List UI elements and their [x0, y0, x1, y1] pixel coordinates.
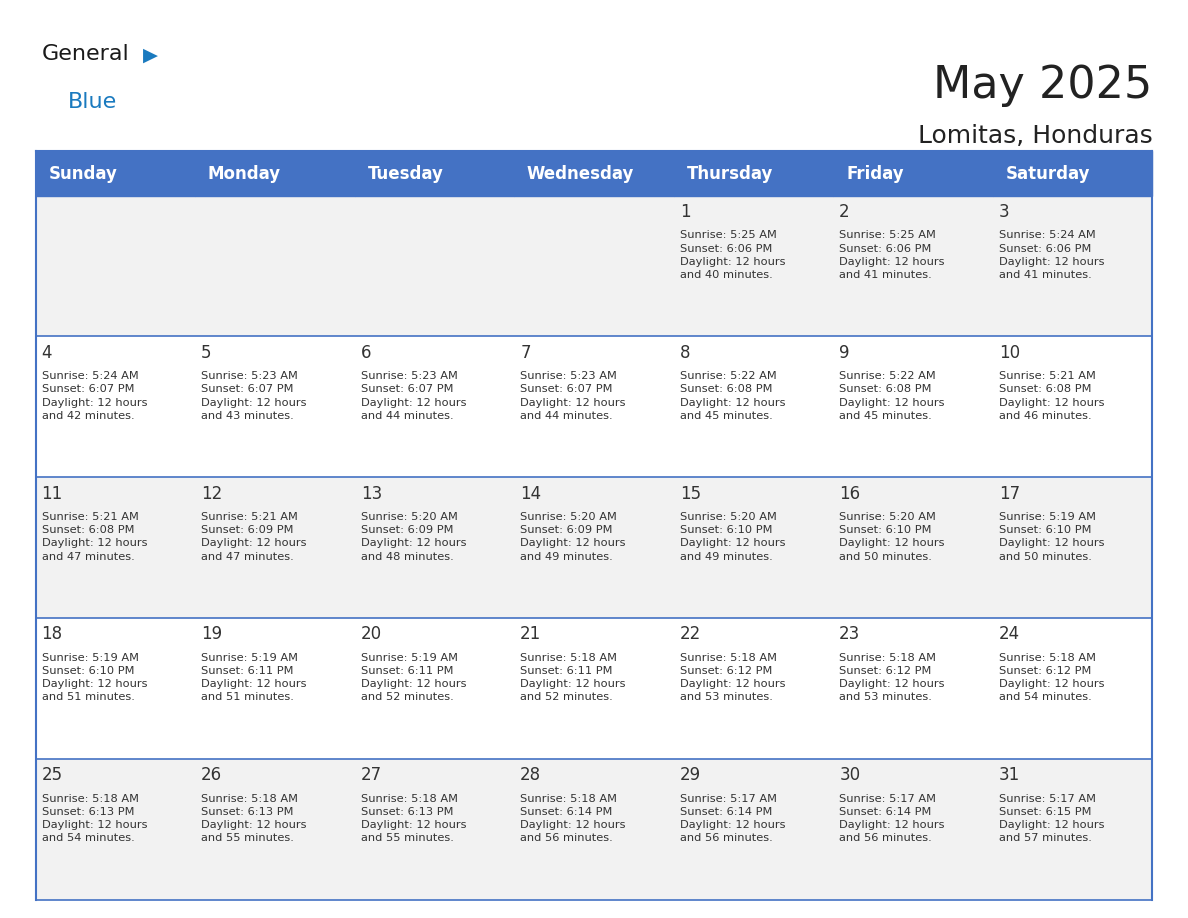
Text: 12: 12 [201, 485, 222, 502]
Text: Thursday: Thursday [687, 164, 773, 183]
FancyBboxPatch shape [36, 151, 195, 196]
FancyBboxPatch shape [993, 151, 1152, 196]
Text: 21: 21 [520, 625, 542, 644]
Text: Sunrise: 5:21 AM
Sunset: 6:08 PM
Daylight: 12 hours
and 46 minutes.: Sunrise: 5:21 AM Sunset: 6:08 PM Dayligh… [999, 371, 1105, 420]
Text: Sunrise: 5:23 AM
Sunset: 6:07 PM
Daylight: 12 hours
and 44 minutes.: Sunrise: 5:23 AM Sunset: 6:07 PM Dayligh… [520, 371, 626, 420]
Text: Blue: Blue [68, 92, 116, 112]
Text: 23: 23 [839, 625, 860, 644]
Text: Sunrise: 5:25 AM
Sunset: 6:06 PM
Daylight: 12 hours
and 41 minutes.: Sunrise: 5:25 AM Sunset: 6:06 PM Dayligh… [839, 230, 944, 280]
Text: Sunrise: 5:24 AM
Sunset: 6:06 PM
Daylight: 12 hours
and 41 minutes.: Sunrise: 5:24 AM Sunset: 6:06 PM Dayligh… [999, 230, 1105, 280]
Text: Sunrise: 5:19 AM
Sunset: 6:11 PM
Daylight: 12 hours
and 51 minutes.: Sunrise: 5:19 AM Sunset: 6:11 PM Dayligh… [201, 653, 307, 702]
Text: 29: 29 [680, 767, 701, 784]
Text: 19: 19 [201, 625, 222, 644]
Text: Sunday: Sunday [49, 164, 118, 183]
FancyBboxPatch shape [355, 151, 514, 196]
Text: Sunrise: 5:18 AM
Sunset: 6:12 PM
Daylight: 12 hours
and 53 minutes.: Sunrise: 5:18 AM Sunset: 6:12 PM Dayligh… [680, 653, 785, 702]
FancyBboxPatch shape [833, 151, 993, 196]
Text: Sunrise: 5:23 AM
Sunset: 6:07 PM
Daylight: 12 hours
and 43 minutes.: Sunrise: 5:23 AM Sunset: 6:07 PM Dayligh… [201, 371, 307, 420]
Text: Sunrise: 5:21 AM
Sunset: 6:08 PM
Daylight: 12 hours
and 47 minutes.: Sunrise: 5:21 AM Sunset: 6:08 PM Dayligh… [42, 512, 147, 562]
Text: 24: 24 [999, 625, 1019, 644]
Text: 13: 13 [361, 485, 381, 502]
Text: Sunrise: 5:18 AM
Sunset: 6:11 PM
Daylight: 12 hours
and 52 minutes.: Sunrise: 5:18 AM Sunset: 6:11 PM Dayligh… [520, 653, 626, 702]
Text: 11: 11 [42, 485, 63, 502]
FancyBboxPatch shape [36, 618, 1152, 759]
FancyBboxPatch shape [36, 477, 1152, 618]
Text: Sunrise: 5:21 AM
Sunset: 6:09 PM
Daylight: 12 hours
and 47 minutes.: Sunrise: 5:21 AM Sunset: 6:09 PM Dayligh… [201, 512, 307, 562]
Text: Sunrise: 5:22 AM
Sunset: 6:08 PM
Daylight: 12 hours
and 45 minutes.: Sunrise: 5:22 AM Sunset: 6:08 PM Dayligh… [839, 371, 944, 420]
Text: 17: 17 [999, 485, 1019, 502]
Text: Friday: Friday [846, 164, 904, 183]
FancyBboxPatch shape [36, 196, 1152, 336]
Text: 27: 27 [361, 767, 381, 784]
Text: Lomitas, Honduras: Lomitas, Honduras [917, 124, 1152, 148]
Text: 25: 25 [42, 767, 63, 784]
FancyBboxPatch shape [36, 336, 1152, 477]
Text: Sunrise: 5:24 AM
Sunset: 6:07 PM
Daylight: 12 hours
and 42 minutes.: Sunrise: 5:24 AM Sunset: 6:07 PM Dayligh… [42, 371, 147, 420]
FancyBboxPatch shape [514, 151, 674, 196]
Text: 1: 1 [680, 203, 690, 221]
Text: 30: 30 [839, 767, 860, 784]
Text: Sunrise: 5:19 AM
Sunset: 6:11 PM
Daylight: 12 hours
and 52 minutes.: Sunrise: 5:19 AM Sunset: 6:11 PM Dayligh… [361, 653, 466, 702]
Text: Sunrise: 5:20 AM
Sunset: 6:10 PM
Daylight: 12 hours
and 49 minutes.: Sunrise: 5:20 AM Sunset: 6:10 PM Dayligh… [680, 512, 785, 562]
Text: 2: 2 [839, 203, 849, 221]
Text: 4: 4 [42, 343, 52, 362]
Text: Sunrise: 5:19 AM
Sunset: 6:10 PM
Daylight: 12 hours
and 50 minutes.: Sunrise: 5:19 AM Sunset: 6:10 PM Dayligh… [999, 512, 1105, 562]
Text: May 2025: May 2025 [933, 64, 1152, 107]
Text: Sunrise: 5:20 AM
Sunset: 6:09 PM
Daylight: 12 hours
and 48 minutes.: Sunrise: 5:20 AM Sunset: 6:09 PM Dayligh… [361, 512, 466, 562]
Text: 31: 31 [999, 767, 1020, 784]
Text: Wednesday: Wednesday [527, 164, 634, 183]
FancyBboxPatch shape [674, 151, 833, 196]
FancyBboxPatch shape [195, 151, 355, 196]
Text: Sunrise: 5:25 AM
Sunset: 6:06 PM
Daylight: 12 hours
and 40 minutes.: Sunrise: 5:25 AM Sunset: 6:06 PM Dayligh… [680, 230, 785, 280]
Text: 3: 3 [999, 203, 1010, 221]
Text: 8: 8 [680, 343, 690, 362]
Text: 26: 26 [201, 767, 222, 784]
Text: Sunrise: 5:22 AM
Sunset: 6:08 PM
Daylight: 12 hours
and 45 minutes.: Sunrise: 5:22 AM Sunset: 6:08 PM Dayligh… [680, 371, 785, 420]
Text: General: General [42, 44, 129, 64]
Text: Sunrise: 5:18 AM
Sunset: 6:14 PM
Daylight: 12 hours
and 56 minutes.: Sunrise: 5:18 AM Sunset: 6:14 PM Dayligh… [520, 794, 626, 844]
Text: 16: 16 [839, 485, 860, 502]
Text: Sunrise: 5:18 AM
Sunset: 6:13 PM
Daylight: 12 hours
and 55 minutes.: Sunrise: 5:18 AM Sunset: 6:13 PM Dayligh… [201, 794, 307, 844]
Text: Sunrise: 5:17 AM
Sunset: 6:14 PM
Daylight: 12 hours
and 56 minutes.: Sunrise: 5:17 AM Sunset: 6:14 PM Dayligh… [680, 794, 785, 844]
Text: Saturday: Saturday [1005, 164, 1091, 183]
Text: Sunrise: 5:18 AM
Sunset: 6:13 PM
Daylight: 12 hours
and 55 minutes.: Sunrise: 5:18 AM Sunset: 6:13 PM Dayligh… [361, 794, 466, 844]
Text: Sunrise: 5:18 AM
Sunset: 6:12 PM
Daylight: 12 hours
and 53 minutes.: Sunrise: 5:18 AM Sunset: 6:12 PM Dayligh… [839, 653, 944, 702]
Text: Sunrise: 5:18 AM
Sunset: 6:13 PM
Daylight: 12 hours
and 54 minutes.: Sunrise: 5:18 AM Sunset: 6:13 PM Dayligh… [42, 794, 147, 844]
Text: Sunrise: 5:17 AM
Sunset: 6:14 PM
Daylight: 12 hours
and 56 minutes.: Sunrise: 5:17 AM Sunset: 6:14 PM Dayligh… [839, 794, 944, 844]
Text: 7: 7 [520, 343, 531, 362]
Text: Monday: Monday [208, 164, 282, 183]
Text: Sunrise: 5:19 AM
Sunset: 6:10 PM
Daylight: 12 hours
and 51 minutes.: Sunrise: 5:19 AM Sunset: 6:10 PM Dayligh… [42, 653, 147, 702]
Text: 6: 6 [361, 343, 371, 362]
Text: Tuesday: Tuesday [367, 164, 443, 183]
Text: Sunrise: 5:20 AM
Sunset: 6:10 PM
Daylight: 12 hours
and 50 minutes.: Sunrise: 5:20 AM Sunset: 6:10 PM Dayligh… [839, 512, 944, 562]
FancyBboxPatch shape [36, 759, 1152, 900]
Text: Sunrise: 5:17 AM
Sunset: 6:15 PM
Daylight: 12 hours
and 57 minutes.: Sunrise: 5:17 AM Sunset: 6:15 PM Dayligh… [999, 794, 1105, 844]
Text: 18: 18 [42, 625, 63, 644]
Text: 22: 22 [680, 625, 701, 644]
Text: 14: 14 [520, 485, 542, 502]
Text: 5: 5 [201, 343, 211, 362]
Text: 10: 10 [999, 343, 1019, 362]
Text: 9: 9 [839, 343, 849, 362]
Text: ▶: ▶ [143, 45, 158, 64]
Text: 28: 28 [520, 767, 542, 784]
Text: Sunrise: 5:23 AM
Sunset: 6:07 PM
Daylight: 12 hours
and 44 minutes.: Sunrise: 5:23 AM Sunset: 6:07 PM Dayligh… [361, 371, 466, 420]
Text: Sunrise: 5:20 AM
Sunset: 6:09 PM
Daylight: 12 hours
and 49 minutes.: Sunrise: 5:20 AM Sunset: 6:09 PM Dayligh… [520, 512, 626, 562]
Text: 20: 20 [361, 625, 381, 644]
Text: Sunrise: 5:18 AM
Sunset: 6:12 PM
Daylight: 12 hours
and 54 minutes.: Sunrise: 5:18 AM Sunset: 6:12 PM Dayligh… [999, 653, 1105, 702]
Text: 15: 15 [680, 485, 701, 502]
